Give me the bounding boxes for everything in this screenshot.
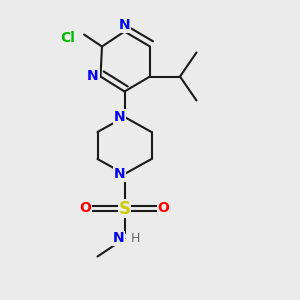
Text: N: N [87,70,99,83]
Text: S: S [118,200,130,217]
Text: N: N [113,110,125,124]
Text: N: N [113,167,125,181]
Text: N: N [113,232,124,245]
Text: Cl: Cl [60,31,75,44]
Text: N: N [119,18,130,32]
Text: O: O [158,202,169,215]
Text: H: H [131,232,141,245]
Text: O: O [80,202,92,215]
